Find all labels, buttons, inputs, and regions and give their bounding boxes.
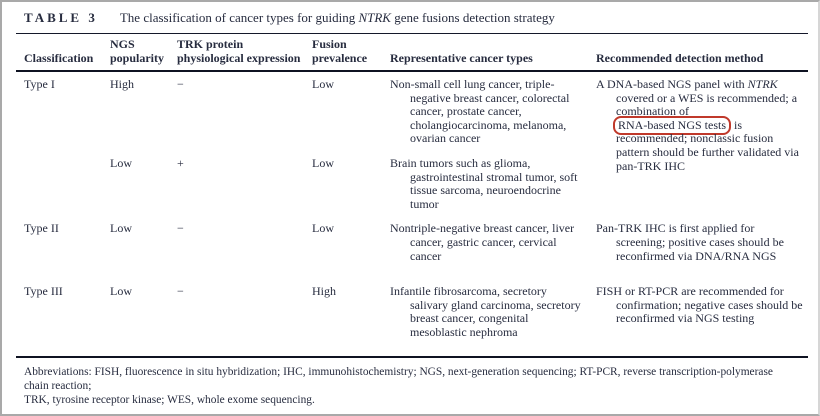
table-sheet: TABLE 3 The classification of cancer typ…	[16, 2, 808, 407]
detection-method-cell: FISH or RT-PCR are recommended for confi…	[596, 284, 803, 326]
detection-text-mid: covered or a WES is recommended; a combi…	[616, 90, 798, 119]
table-caption: The classification of cancer types for g…	[120, 10, 555, 26]
column-header-trk-expression: TRK protein physiological expression	[177, 37, 301, 65]
table-row-type-2: Type II Low − Low Nontriple-negative bre…	[16, 216, 808, 279]
table-caption-row: TABLE 3 The classification of cancer typ…	[16, 2, 808, 34]
cancer-types-cell: Nontriple-negative breast cancer, liver …	[390, 221, 575, 263]
column-header-ngs-popularity: NGS popularity	[110, 37, 165, 65]
trk-expression-cell: −	[177, 221, 184, 236]
ngs-popularity-cell: Low	[110, 284, 132, 299]
trk-expression-cell: +	[177, 155, 184, 170]
gene-name-italic: NTRK	[358, 9, 391, 25]
classification-cell: Type I	[24, 77, 55, 91]
ngs-popularity-cell: Low	[110, 221, 132, 236]
ngs-popularity-cell: Low	[110, 155, 132, 170]
column-header-classification: Classification	[24, 50, 94, 65]
cancer-types-cell: Infantile fibrosarcoma, secretory saliva…	[390, 284, 581, 339]
fusion-prevalence-cell: Low	[312, 77, 334, 91]
trk-expression-cell: −	[177, 284, 184, 299]
fusion-prevalence-cell: Low	[312, 155, 334, 170]
table-row-type-1: Type I High − Low Non-small cell lung ca…	[16, 72, 808, 216]
caption-text-post: gene fusions detection strategy	[390, 9, 555, 25]
detection-text-pre: A DNA-based NGS panel with	[596, 77, 748, 91]
abbreviations-footnote: Abbreviations: FISH, fluorescence in sit…	[16, 358, 808, 407]
column-header-fusion-prevalence: Fusion prevalence	[312, 37, 368, 65]
annotation-highlight-box: RNA-based NGS tests	[613, 115, 731, 135]
gene-name-italic: NTRK	[747, 77, 778, 91]
table-label: TABLE 3	[24, 9, 98, 25]
table-row-type-3: Type III Low − High Infantile fibrosarco…	[16, 279, 808, 358]
column-header-cancer-types: Representative cancer types	[390, 50, 533, 65]
detection-method-cell: Pan-TRK IHC is first applied for screeni…	[596, 221, 784, 263]
cancer-types-cell: Non-small cell lung cancer, triple-negat…	[390, 77, 570, 146]
caption-text-pre: The classification of cancer types for g…	[119, 9, 359, 25]
detection-text-post: is recommended; nonclassic fusion patter…	[616, 117, 799, 173]
classification-cell: Type II	[24, 221, 59, 236]
fusion-prevalence-cell: Low	[312, 221, 334, 236]
column-header-detection-method: Recommended detection method	[596, 50, 764, 65]
cancer-types-cell: Brain tumors such as glioma, gastrointes…	[390, 155, 578, 211]
footnote-line: Abbreviations: FISH, fluorescence in sit…	[24, 365, 773, 392]
detection-method-cell: A DNA-based NGS panel with NTRK covered …	[596, 77, 808, 211]
footnote-line: TRK, tyrosine receptor kinase; WES, whol…	[24, 393, 315, 406]
classification-cell: Type III	[24, 284, 63, 299]
fusion-prevalence-cell: High	[312, 284, 336, 299]
ngs-popularity-cell: High	[110, 77, 134, 91]
table-header-row: Classification NGS popularity TRK protei…	[16, 34, 808, 72]
trk-expression-cell: −	[177, 77, 184, 91]
